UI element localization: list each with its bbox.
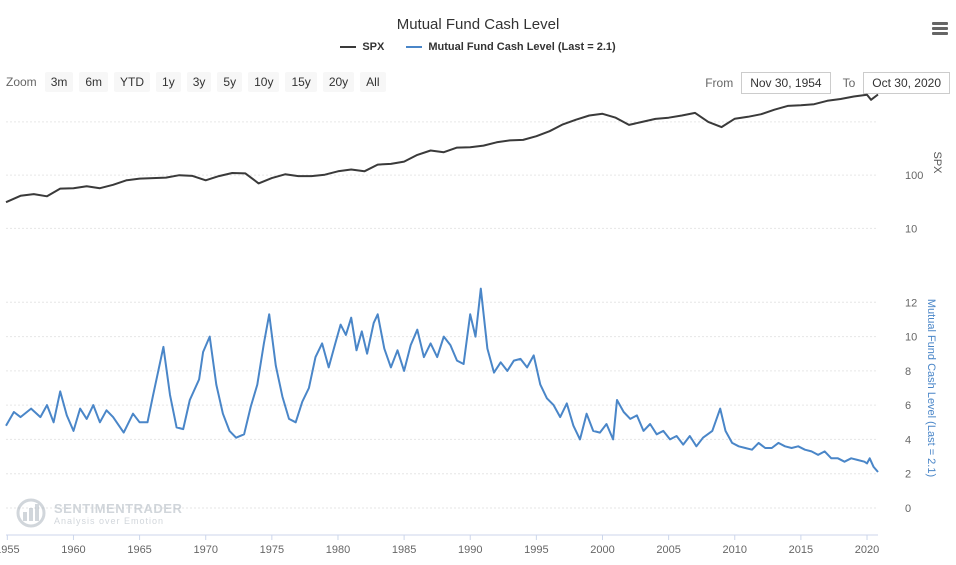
legend-swatch-spx xyxy=(340,46,357,48)
x-tick-label: 1995 xyxy=(524,544,548,556)
x-tick-label: 2010 xyxy=(723,544,747,556)
legend-item-cash[interactable]: Mutual Fund Cash Level (Last = 2.1) xyxy=(406,41,616,53)
x-tick-label: 1960 xyxy=(61,544,85,556)
x-tick-label: 2005 xyxy=(656,544,680,556)
from-label: From xyxy=(705,76,734,90)
spx-tick-label: 10 xyxy=(905,223,917,235)
hamburger-menu-icon[interactable] xyxy=(932,22,948,36)
legend-item-spx[interactable]: SPX xyxy=(340,41,384,53)
to-label: To xyxy=(842,76,856,90)
legend-label-spx: SPX xyxy=(362,41,385,53)
watermark-tagline: Analysis over Emotion xyxy=(54,515,165,526)
x-tick-label: 2000 xyxy=(590,544,614,556)
zoom-button-1y[interactable]: 1y xyxy=(156,72,181,92)
watermark: SENTIMENTRADER Analysis over Emotion xyxy=(12,498,182,528)
spx-tick-label: 100 xyxy=(905,170,923,182)
gridlines xyxy=(6,121,878,509)
cash-tick-label: 8 xyxy=(905,366,911,378)
from-date-input[interactable]: Nov 30, 1954 xyxy=(741,72,831,94)
series-line-cash xyxy=(5,287,879,473)
x-tick-label: 1975 xyxy=(260,544,284,556)
watermark-logo-icon xyxy=(16,498,46,528)
x-tick-label: 1985 xyxy=(392,544,416,556)
x-tick-label: 1990 xyxy=(458,544,482,556)
x-tick-label: 1970 xyxy=(193,544,217,556)
zoom-button-10y[interactable]: 10y xyxy=(248,72,280,92)
zoom-bar: Zoom 3m 6m YTD 1y 3y 5y 10y 15y 20y All xyxy=(6,72,386,92)
zoom-label: Zoom xyxy=(6,75,37,89)
cash-axis-title: Mutual Fund Cash Level (Last = 2.1) xyxy=(925,299,937,477)
x-tick-label: 1965 xyxy=(127,544,151,556)
x-tick-label: 1955 xyxy=(0,544,20,556)
zoom-button-5y[interactable]: 5y xyxy=(217,72,243,92)
legend-swatch-cash xyxy=(406,46,423,48)
spx-axis-title: SPX xyxy=(931,151,943,174)
zoom-button-3y[interactable]: 3y xyxy=(186,72,212,92)
zoom-button-ytd[interactable]: YTD xyxy=(114,72,151,92)
cash-tick-label: 6 xyxy=(905,400,911,412)
legend-label-cash: Mutual Fund Cash Level (Last = 2.1) xyxy=(428,41,616,53)
cash-tick-label: 10 xyxy=(905,332,917,344)
cash-tick-label: 12 xyxy=(905,297,917,309)
zoom-button-6m[interactable]: 6m xyxy=(79,72,109,92)
zoom-button-20y[interactable]: 20y xyxy=(322,72,355,92)
chart-title: Mutual Fund Cash Level xyxy=(396,16,560,33)
cash-tick-label: 2 xyxy=(905,469,911,481)
watermark-brand: SENTIMENTRADER xyxy=(54,500,183,516)
cash-tick-label: 4 xyxy=(905,434,911,446)
legend: SPX Mutual Fund Cash Level (Last = 2.1) xyxy=(0,41,956,53)
to-date-input[interactable]: Oct 30, 2020 xyxy=(863,72,950,94)
series-line-spx xyxy=(5,93,879,204)
zoom-button-3m[interactable]: 3m xyxy=(44,72,74,92)
zoom-button-15y[interactable]: 15y xyxy=(285,72,317,92)
x-tick-label: 1980 xyxy=(326,544,350,556)
zoom-button-all[interactable]: All xyxy=(360,72,386,92)
x-tick-label: 2015 xyxy=(789,544,813,556)
series-lines xyxy=(5,93,879,473)
cash-tick-label: 0 xyxy=(905,503,911,515)
axes: 10 100 SPX 0 2 4 6 8 10 12 Mutual Fund Cash Level … xyxy=(0,151,943,556)
date-range: From Nov 30, 1954 To Oct 30, 2020 xyxy=(705,72,950,94)
x-tick-label: 2020 xyxy=(855,544,879,556)
